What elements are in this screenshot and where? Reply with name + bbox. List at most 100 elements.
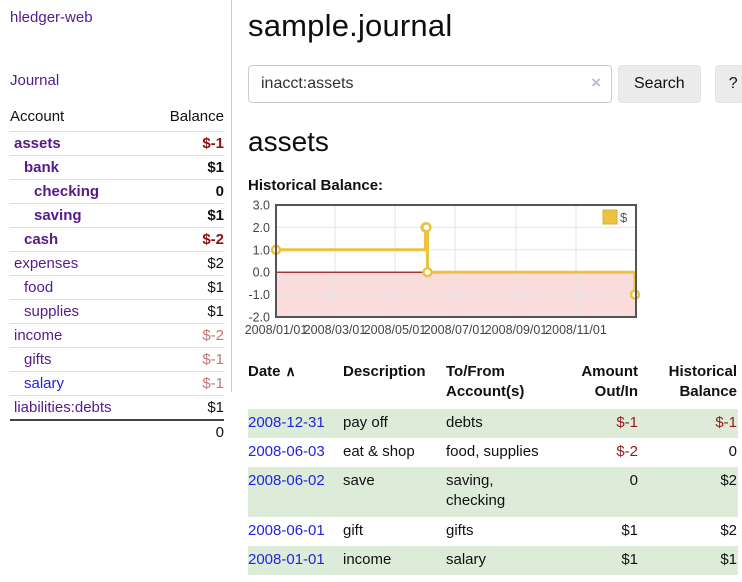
account-balance: $1: [149, 299, 224, 324]
transaction-amount: $1: [564, 545, 639, 575]
chart-data-point: [422, 266, 433, 278]
account-row: liabilities:debts $1: [10, 395, 224, 420]
sidebar-divider: [231, 0, 232, 392]
account-link[interactable]: expenses: [14, 255, 79, 272]
account-link[interactable]: liabilities:debts: [14, 399, 112, 416]
chart-data-point: [421, 222, 432, 233]
register-header-date[interactable]: Date ∧: [248, 363, 296, 380]
account-balance: $-2: [149, 227, 224, 252]
chart-y-tick-label: 1.0: [253, 243, 270, 257]
account-link[interactable]: checking: [34, 183, 100, 200]
account-balance: $1: [149, 395, 224, 420]
chart-x-tick-label: 2008/09/01: [485, 323, 548, 337]
chart-y-tick-label: 3.0: [253, 199, 270, 213]
app-title-link[interactable]: hledger-web: [10, 9, 93, 26]
account-row: expenses $2: [10, 251, 224, 276]
transaction-amount: 0: [564, 467, 639, 517]
help-button[interactable]: ?: [714, 65, 742, 103]
account-balance: $-2: [149, 323, 224, 348]
accounts-table: Account Balance assets $-1 bank $1 checking 0…: [10, 105, 224, 444]
chart-x-tick-label: 2008/07/01: [424, 323, 487, 337]
accounts-table-body: assets $-1 bank $1 checking 0 saving $1 cash $-2 e…: [10, 131, 224, 444]
transaction-accounts: salary: [446, 545, 564, 575]
transaction-description: pay off: [343, 408, 446, 438]
account-link[interactable]: income: [14, 327, 63, 344]
transaction-accounts: food, supplies: [446, 442, 539, 460]
register-row: 2008-06-03 eat & shop food, supplies $-2 0: [248, 438, 738, 467]
chart-y-tick-label: -2.0: [248, 311, 270, 325]
account-link[interactable]: food: [24, 279, 54, 296]
transaction-date-link[interactable]: 2008-06-01: [248, 521, 325, 539]
account-balance: $1: [149, 203, 224, 228]
account-link[interactable]: saving: [34, 207, 82, 224]
account-title: assets: [248, 126, 329, 157]
search-input[interactable]: [248, 65, 612, 103]
register-table: Date ∧ Description To/From Account(s) Amo…: [248, 360, 738, 575]
chart-legend-label: $: [620, 210, 628, 225]
chart-y-tick-label: -1.0: [248, 288, 270, 302]
transaction-balance: $2: [720, 521, 737, 539]
account-row: saving $1: [10, 203, 224, 228]
historical-balance-chart: $3.0 2.0 1.0 0.0 -1.0 -2.02008/01/012008/03/0…: [245, 199, 641, 337]
chart-border: [275, 204, 637, 318]
sort-ascending-icon: ∧: [285, 363, 296, 379]
transaction-amount: $1: [621, 521, 638, 539]
account-row: gifts $-1: [10, 347, 224, 372]
account-balance: $-1: [149, 347, 224, 372]
transaction-date-link[interactable]: 2008-01-01: [248, 550, 325, 568]
account-link[interactable]: salary: [24, 375, 65, 392]
page-title: sample.journal: [248, 8, 453, 43]
account-row: checking 0: [10, 179, 224, 204]
clear-search-icon[interactable]: ×: [591, 73, 601, 92]
chart-x-tick-label: 2008/03/01: [304, 323, 367, 337]
register-header-accounts: To/From Account(s): [446, 363, 525, 401]
transaction-date-link[interactable]: 2008-06-02: [248, 472, 325, 489]
account-link[interactable]: supplies: [24, 303, 80, 320]
accounts-total-row: 0: [10, 419, 224, 444]
account-row: assets $-1: [10, 131, 224, 156]
account-balance: $-1: [149, 371, 224, 396]
search-box: ×: [248, 65, 612, 103]
transaction-description: save: [343, 467, 446, 517]
transaction-amount: $-2: [616, 442, 638, 460]
search-form: × Search ?: [248, 65, 742, 103]
account-balance: 0: [149, 179, 224, 204]
transaction-accounts: debts: [446, 408, 564, 438]
transaction-accounts: saving, checking: [446, 467, 564, 517]
register-row: 2008-06-02 save saving, checking 0 $2: [248, 467, 738, 517]
account-row: salary $-1: [10, 371, 224, 396]
chart-x-tick-label: 2008/01/01: [245, 323, 308, 337]
search-button[interactable]: Search: [618, 65, 701, 103]
account-row: food $1: [10, 275, 224, 300]
account-row: bank $1: [10, 155, 224, 180]
chart-legend-swatch: [602, 209, 618, 225]
accounts-header-account: Account: [10, 108, 65, 125]
chart-y-tick-label: 2.0: [253, 221, 270, 235]
account-link[interactable]: assets: [14, 135, 61, 152]
register-row: 2008-12-31 pay off debts $-1 $-1: [248, 408, 738, 438]
account-balance: $-1: [149, 131, 224, 156]
accounts-total-value: 0: [149, 419, 224, 444]
transaction-date-link[interactable]: 2008-12-31: [248, 413, 325, 431]
transaction-balance: $2: [639, 467, 738, 517]
chart-x-tick-label: 2008/05/01: [364, 323, 427, 337]
account-row: income $-2: [10, 323, 224, 348]
chart-label: Historical Balance:: [248, 177, 384, 194]
register-header-amount: Amount Out/In: [581, 363, 638, 401]
transaction-date-link[interactable]: 2008-06-03: [248, 442, 325, 460]
register-table-body: 2008-12-31 pay off debts $-1 $-1 2008-06-03 ea…: [248, 408, 738, 575]
accounts-header-balance: Balance: [169, 108, 224, 125]
account-link[interactable]: cash: [24, 231, 59, 248]
sidebar-item-journal[interactable]: Journal: [10, 72, 60, 89]
account-balance: $1: [149, 155, 224, 180]
account-link[interactable]: gifts: [24, 351, 52, 368]
transaction-balance: $-1: [639, 408, 738, 438]
main-content: sample.journal × Search ? assets Histori…: [232, 0, 742, 575]
account-row: cash $-2: [10, 227, 224, 252]
account-balance: $1: [149, 275, 224, 300]
account-row: supplies $1: [10, 299, 224, 324]
transaction-balance: 0: [728, 442, 737, 460]
account-link[interactable]: bank: [24, 159, 60, 176]
transaction-accounts: gifts: [446, 521, 474, 539]
